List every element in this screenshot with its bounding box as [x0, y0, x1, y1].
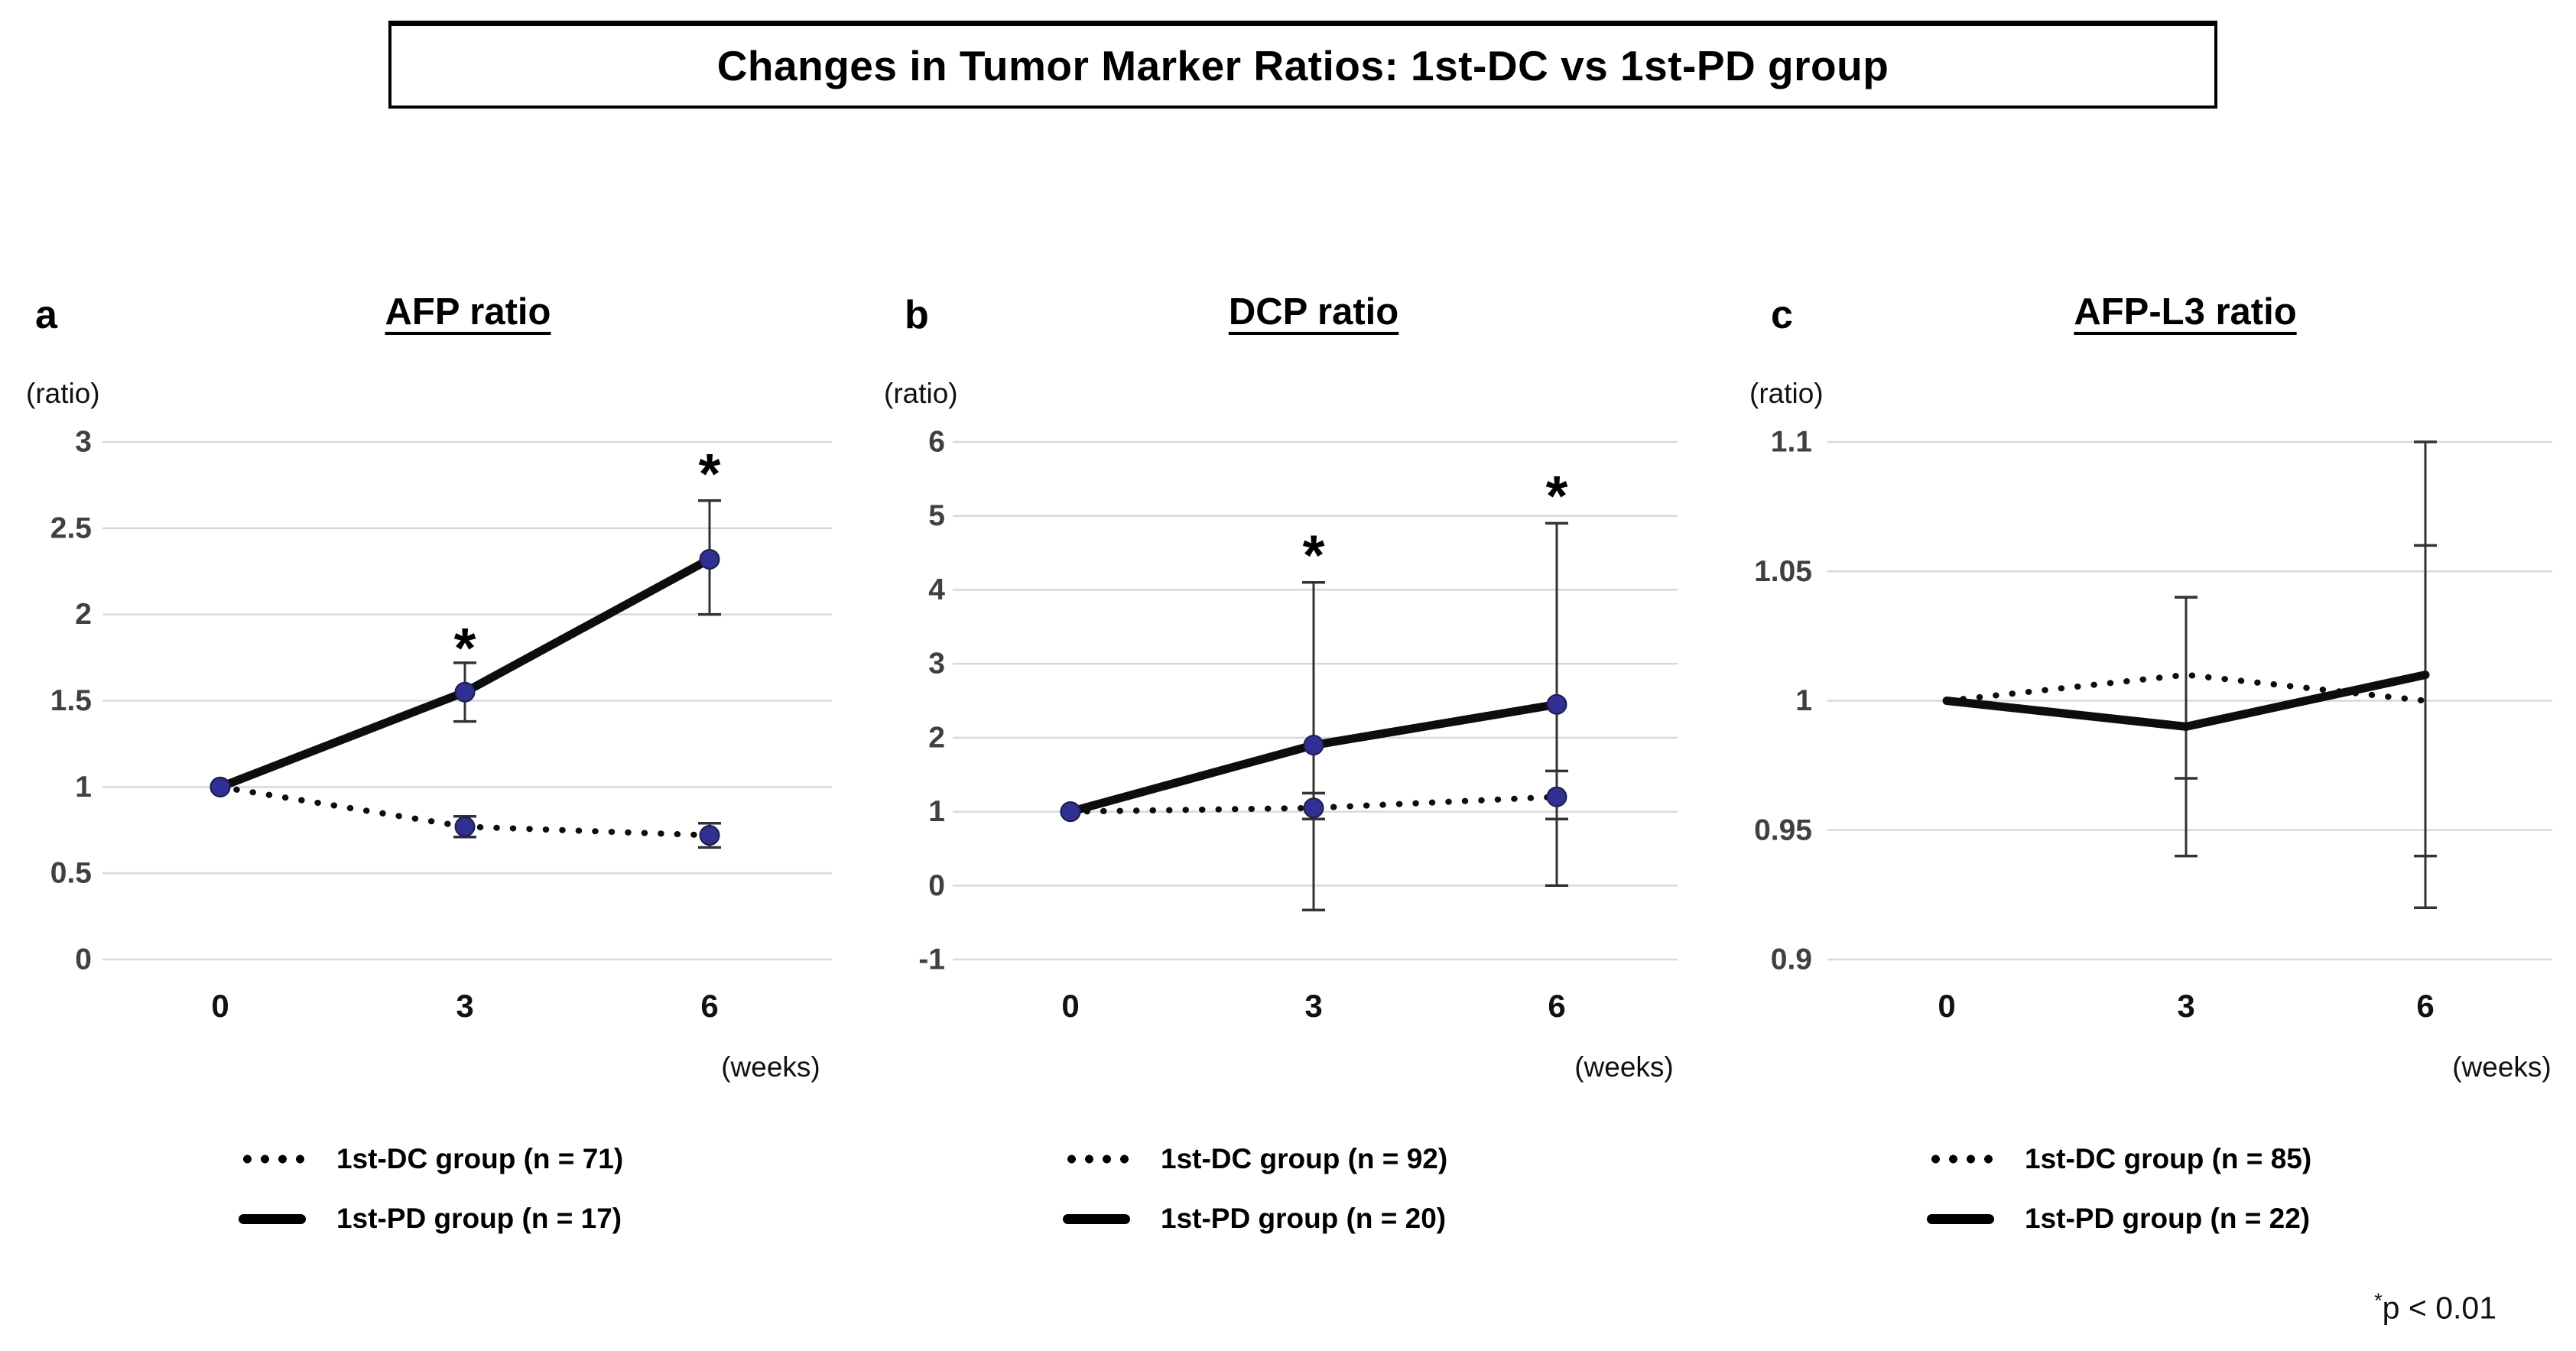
y-axis-unit-label: (ratio) [1749, 378, 1824, 409]
figure-title-box: Changes in Tumor Marker Ratios: 1st-DC v… [388, 21, 2217, 109]
significance-asterisk: * [699, 442, 721, 505]
data-point-marker [454, 681, 476, 703]
data-point-marker [1303, 735, 1324, 756]
significance-asterisk: * [1546, 464, 1568, 528]
panel-title-afp: AFP ratio [385, 291, 551, 333]
y-tick-label: 3 [928, 648, 945, 680]
panel-letter-a: a [35, 293, 57, 337]
legend-row: 1st-PD group (n = 22) [1927, 1197, 2462, 1240]
panel-title-afp-l3: AFP-L3 ratio [2074, 291, 2297, 333]
legend-label-dc: 1st-DC group (n = 71) [336, 1143, 624, 1174]
x-tick-label: 6 [700, 988, 718, 1024]
data-point-marker [1546, 786, 1567, 807]
panel-letter-b: b [905, 293, 929, 337]
x-tick-label: 0 [1938, 988, 1955, 1024]
x-axis-unit-label: (weeks) [721, 1051, 820, 1083]
panel-title-dcp: DCP ratio [1228, 291, 1399, 333]
x-axis-unit-label: (weeks) [1574, 1051, 1674, 1083]
legend-panel-b: 1st-DC group (n = 92) 1st-PD group (n = … [1063, 1138, 1598, 1257]
x-tick-label: 6 [1548, 988, 1565, 1024]
y-tick-label: 4 [928, 573, 945, 606]
legend-panel-a: 1st-DC group (n = 71) 1st-PD group (n = … [239, 1138, 774, 1257]
y-tick-label: 0.9 [1771, 943, 1812, 976]
y-axis-unit-label: (ratio) [884, 378, 958, 409]
y-tick-label: 5 [928, 499, 945, 532]
footnote-text: p < 0.01 [2382, 1290, 2496, 1326]
dotted-line-swatch-icon [1927, 1155, 1996, 1164]
y-tick-label: 0 [928, 869, 945, 902]
x-tick-label: 3 [456, 988, 473, 1024]
y-tick-label: 2.5 [50, 511, 92, 544]
data-point-marker [454, 816, 476, 837]
data-point-marker [1546, 693, 1567, 715]
y-tick-label: 1.05 [1754, 555, 1812, 588]
y-tick-label: 3 [75, 426, 92, 459]
data-point-marker [1303, 797, 1324, 819]
y-tick-label: 1 [928, 795, 945, 828]
significance-asterisk: * [1303, 523, 1325, 586]
legend-label-pd: 1st-PD group (n = 20) [1161, 1203, 1447, 1234]
series-line-dotted [1067, 794, 1560, 815]
legend-label-dc: 1st-DC group (n = 85) [2025, 1143, 2312, 1174]
legend-label-pd: 1st-PD group (n = 22) [2025, 1203, 2311, 1234]
solid-line-swatch-icon [1063, 1213, 1132, 1224]
legend-row: 1st-DC group (n = 85) [1927, 1138, 2462, 1181]
legend-row: 1st-DC group (n = 92) [1063, 1138, 1598, 1181]
x-tick-label: 6 [2416, 988, 2434, 1024]
legend-row: 1st-PD group (n = 17) [239, 1197, 774, 1240]
legend-row: 1st-PD group (n = 20) [1063, 1197, 1598, 1240]
x-tick-label: 3 [1304, 988, 1322, 1024]
y-tick-label: 1 [75, 771, 92, 804]
data-point-marker [699, 825, 720, 846]
data-point-marker [1060, 801, 1081, 823]
x-tick-label: 0 [211, 988, 229, 1024]
y-tick-label: 1.1 [1771, 426, 1812, 459]
legend-label-dc: 1st-DC group (n = 92) [1161, 1143, 1448, 1174]
y-tick-label: 2 [75, 598, 92, 631]
dotted-line-swatch-icon [239, 1155, 307, 1164]
y-tick-label: 1.5 [50, 684, 92, 717]
y-tick-label: 6 [928, 426, 945, 459]
asterisk-icon: * [2374, 1289, 2383, 1312]
solid-line-swatch-icon [239, 1213, 307, 1224]
y-tick-label: 0.95 [1754, 814, 1812, 846]
y-tick-label: 0 [75, 943, 92, 976]
series-line-solid [1942, 671, 2430, 731]
y-tick-label: -1 [918, 943, 945, 976]
data-point-marker [210, 776, 231, 797]
figure-title: Changes in Tumor Marker Ratios: 1st-DC v… [716, 42, 1889, 89]
y-tick-label: 1 [1795, 684, 1812, 717]
y-axis-unit-label: (ratio) [26, 378, 100, 409]
x-tick-label: 0 [1061, 988, 1079, 1024]
significance-asterisk: * [454, 616, 476, 680]
data-point-marker [699, 548, 720, 570]
panel-letter-c: c [1771, 293, 1793, 337]
legend-row: 1st-DC group (n = 71) [239, 1138, 774, 1181]
y-tick-label: 2 [928, 721, 945, 754]
legend-panel-c: 1st-DC group (n = 85) 1st-PD group (n = … [1927, 1138, 2462, 1257]
x-tick-label: 3 [2177, 988, 2194, 1024]
significance-footnote: *p < 0.01 [2374, 1289, 2496, 1327]
legend-label-pd: 1st-PD group (n = 17) [336, 1203, 622, 1234]
dotted-line-swatch-icon [1063, 1155, 1132, 1164]
solid-line-swatch-icon [1927, 1213, 1996, 1224]
y-tick-label: 0.5 [50, 857, 92, 890]
series-line-dotted [1944, 671, 2428, 704]
x-axis-unit-label: (weeks) [2452, 1051, 2552, 1083]
